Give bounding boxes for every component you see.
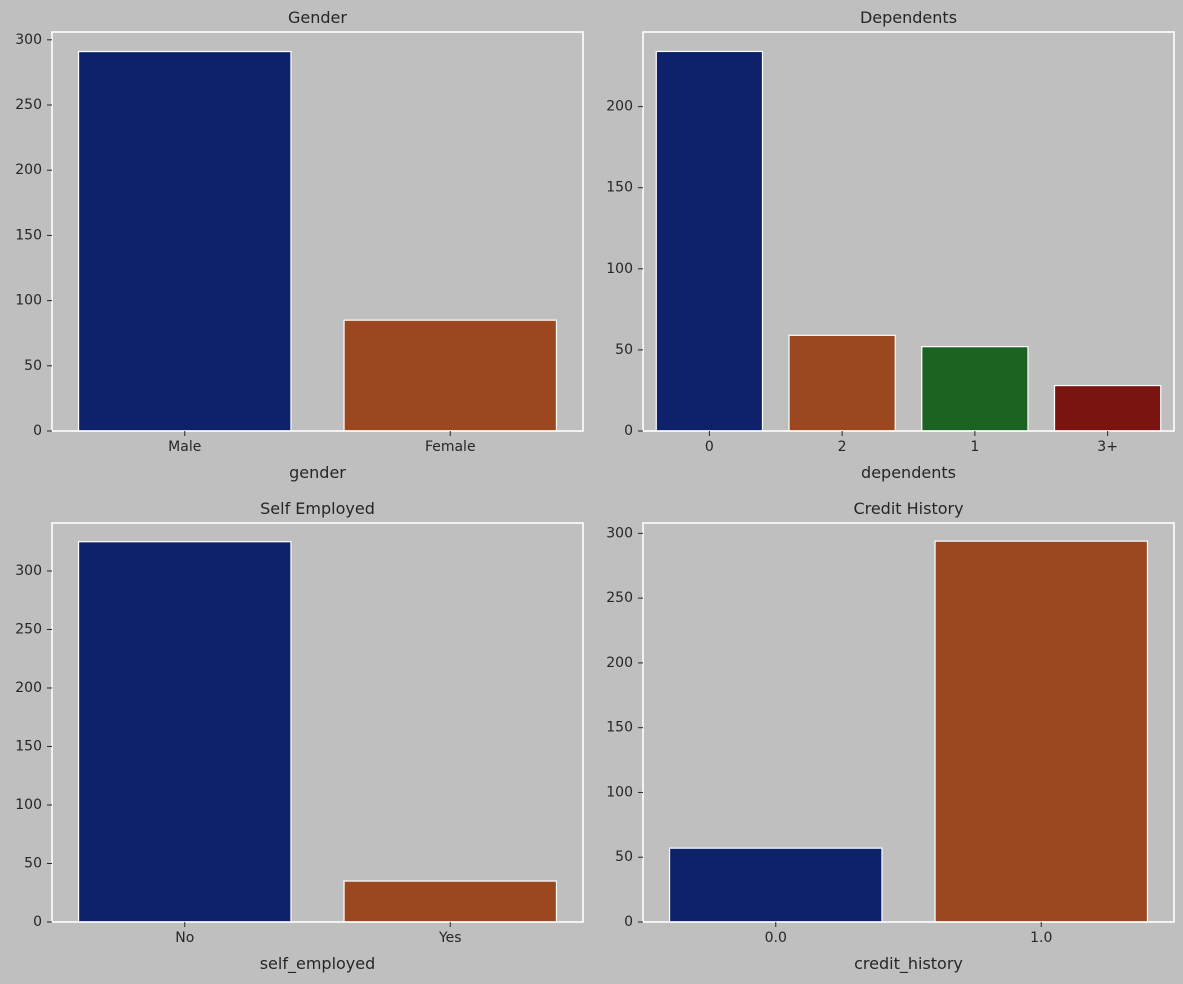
y-tick-label: 150 bbox=[15, 227, 42, 243]
bar-3+ bbox=[1053, 384, 1162, 432]
y-tick-label: 250 bbox=[606, 590, 633, 606]
y-tick-label: 150 bbox=[15, 738, 42, 754]
x-tick-label: 3+ bbox=[1097, 439, 1118, 455]
y-tick-label: 150 bbox=[606, 180, 633, 196]
bar-Male bbox=[77, 50, 292, 432]
y-tick-label: 200 bbox=[15, 162, 42, 178]
chart-panel-1: 0 50 100 150 200 250 300 Male Female Gender gender bbox=[15, 8, 584, 482]
chart-panel-2: 0 50 100 150 200 0 2 1 3+ Dependents dependents bbox=[606, 8, 1175, 482]
chart-title: Credit History bbox=[853, 499, 963, 518]
chart-title: Self Employed bbox=[260, 499, 375, 518]
y-tick-label: 0 bbox=[624, 423, 633, 439]
x-axis-label: dependents bbox=[861, 463, 956, 482]
y-tick-label: 100 bbox=[606, 784, 633, 800]
y-tick-label: 0 bbox=[624, 914, 633, 930]
x-axis-label: gender bbox=[289, 463, 346, 482]
chart-title: Dependents bbox=[860, 8, 957, 27]
y-tick-label: 300 bbox=[606, 525, 633, 541]
bar-0.0 bbox=[668, 847, 883, 923]
plot-frame bbox=[51, 522, 584, 923]
y-tick-label: 50 bbox=[24, 358, 42, 374]
y-tick-label: 200 bbox=[606, 99, 633, 115]
x-tick-label: Female bbox=[425, 439, 476, 455]
bar-2 bbox=[788, 334, 896, 432]
x-tick-label: 1 bbox=[970, 439, 979, 455]
plot-frame bbox=[642, 522, 1175, 923]
y-tick-label: 250 bbox=[15, 621, 42, 637]
x-tick-label: Yes bbox=[438, 930, 462, 946]
y-tick-label: 50 bbox=[615, 849, 633, 865]
chart-panel-3: 0 50 100 150 200 250 300 No Yes Self Employed self… bbox=[15, 499, 584, 974]
y-tick-label: 0 bbox=[33, 423, 42, 439]
y-tick-label: 0 bbox=[33, 914, 42, 930]
bar-No bbox=[77, 541, 292, 923]
bar-1.0 bbox=[934, 540, 1149, 923]
bar-Female bbox=[343, 319, 558, 432]
x-tick-label: 1.0 bbox=[1030, 930, 1052, 946]
x-tick-label: 0.0 bbox=[765, 930, 787, 946]
y-tick-label: 50 bbox=[24, 855, 42, 871]
x-tick-label: 2 bbox=[838, 439, 847, 455]
plot-frame bbox=[642, 31, 1175, 432]
chart-title: Gender bbox=[288, 8, 347, 27]
x-axis-label: credit_history bbox=[854, 954, 963, 974]
bar-1 bbox=[921, 346, 1029, 432]
chart-panel-4: 0 50 100 150 200 250 300 0.0 1.0 Credit History cr… bbox=[606, 499, 1175, 974]
y-tick-label: 300 bbox=[15, 563, 42, 579]
y-tick-label: 100 bbox=[15, 293, 42, 309]
bar-0 bbox=[655, 50, 764, 432]
x-tick-label: 0 bbox=[705, 439, 714, 455]
y-tick-label: 200 bbox=[15, 680, 42, 696]
x-tick-label: Male bbox=[168, 439, 201, 455]
y-tick-label: 250 bbox=[15, 97, 42, 113]
y-tick-label: 200 bbox=[606, 655, 633, 671]
x-axis-label: self_employed bbox=[260, 954, 376, 974]
bar-Yes bbox=[343, 880, 558, 923]
plot-frame bbox=[51, 31, 584, 432]
y-tick-label: 300 bbox=[15, 32, 42, 48]
y-tick-label: 100 bbox=[606, 261, 633, 277]
y-tick-label: 100 bbox=[15, 797, 42, 813]
y-tick-label: 50 bbox=[615, 342, 633, 358]
x-tick-label: No bbox=[175, 930, 194, 946]
y-tick-label: 150 bbox=[606, 720, 633, 736]
